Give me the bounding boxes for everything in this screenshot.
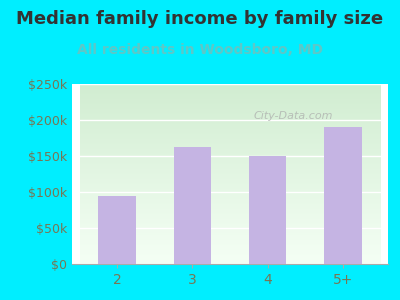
Bar (324, 127, 362, 264)
Text: City-Data.com: City-Data.com (254, 111, 333, 122)
Bar (174, 147, 211, 264)
Bar (249, 156, 286, 264)
Text: Median family income by family size: Median family income by family size (16, 11, 384, 28)
Text: All residents in Woodsboro, MD: All residents in Woodsboro, MD (77, 44, 323, 58)
Bar (98, 196, 136, 264)
